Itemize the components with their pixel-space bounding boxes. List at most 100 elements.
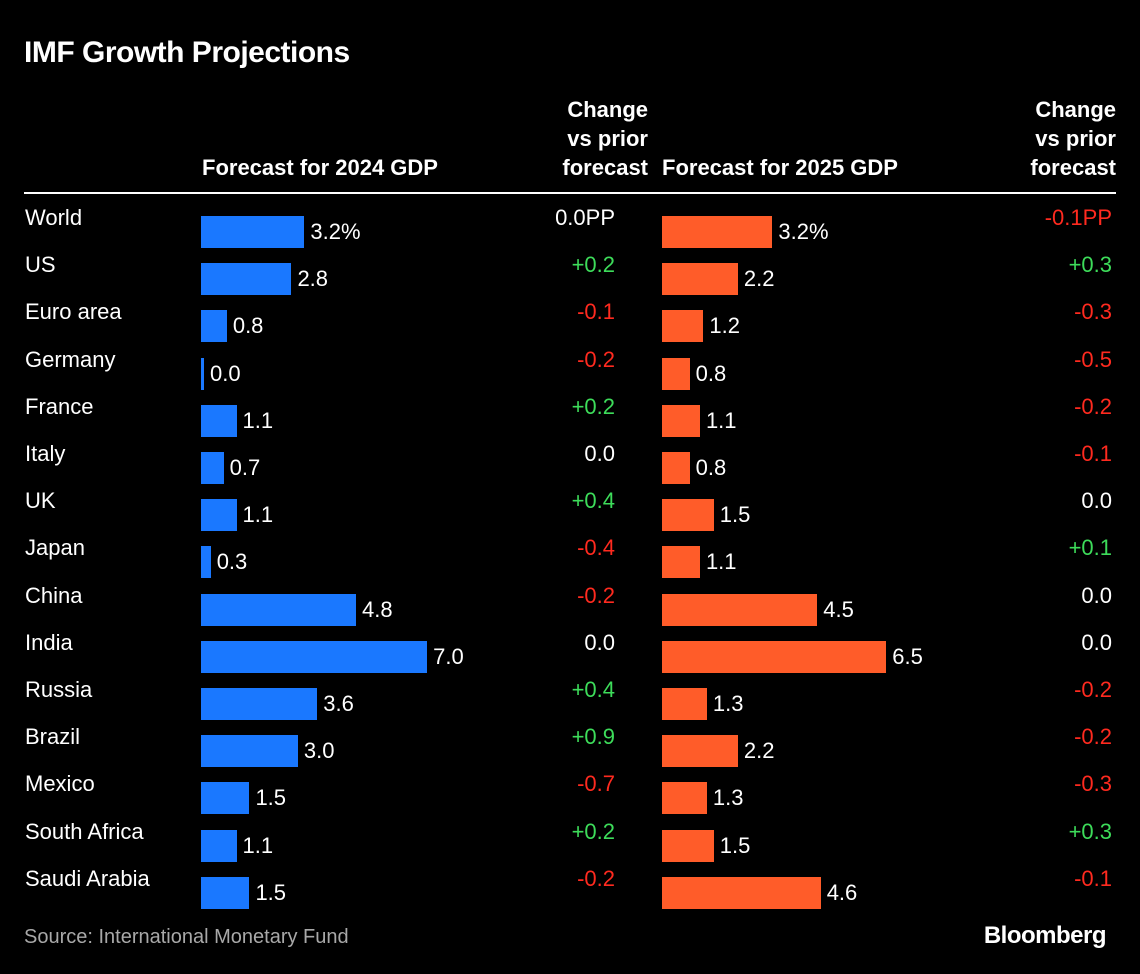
country-label: India [25,629,73,655]
change-2024: +0.2 [571,818,615,844]
header-2025-change: Change vs prior forecast [976,95,1116,182]
value-label-2025: 4.6 [826,879,858,905]
header-2024-change-line1: Change [567,97,648,122]
bar-2024 [201,876,250,909]
change-2025: +0.3 [1068,252,1112,278]
table-row: Saudi Arabia 1.5 -0.2 4.6 -0.1 [0,865,1140,914]
country-label: Russia [25,677,93,702]
bar-2025 [662,546,700,579]
bar-2025 [662,216,773,248]
change-2025: +0.3 [1068,818,1112,844]
header-2024-gdp: Forecast for 2024 GDP [202,155,438,180]
country-label: Euro area [25,299,122,325]
bar-2024 [201,357,204,390]
change-2025: -0.2 [1074,393,1112,419]
change-2024: +0.4 [571,488,615,514]
change-2024: -0.4 [577,535,615,561]
value-label-2025: 1.2 [709,313,740,339]
country-label: France [25,393,94,419]
table-row: South Africa 1.1 +0.2 1.5 +0.3 [0,818,1140,867]
change-2025: +0.1 [1068,535,1112,561]
value-label-2024: 3.6 [323,691,354,716]
change-2025: -0.3 [1074,771,1112,797]
header-2024-change-line2: vs prior [567,126,648,151]
change-2025: -0.5 [1074,346,1112,372]
table-row: World 3.2% 0.0PP 3.2% -0.1PP [0,206,1140,253]
change-2024: +0.2 [571,393,615,419]
header-2024-change: Change vs prior forecast [508,95,648,182]
header-2025-gdp: Forecast for 2025 GDP [662,155,898,180]
change-2024: +0.9 [571,724,615,750]
bar-2024 [201,688,318,720]
change-2024: +0.2 [571,252,615,278]
change-2025: -0.2 [1074,724,1112,750]
bar-2024 [201,216,305,248]
value-label-2024: 1.5 [255,785,287,811]
value-label-2025: 1.5 [719,502,751,528]
bar-2025 [662,263,738,296]
value-label-2024: 7.0 [433,643,464,669]
bar-2024 [201,404,237,437]
table-row: India 7.0 0.0 6.5 0.0 [0,629,1140,678]
source-note: Source: International Monetary Fund [24,926,349,948]
change-2024: 0.0 [584,629,615,655]
country-label: Brazil [25,724,81,750]
country-label: Saudi Arabia [25,865,150,891]
header-divider [24,192,1116,194]
country-label: South Africa [25,818,144,844]
bar-2025 [662,404,700,437]
table-row: UK 1.1 +0.4 1.5 0.0 [0,489,1140,536]
header-2024-change-line3: forecast [562,155,648,180]
country-label: Germany [25,346,116,372]
bar-2024 [201,310,227,343]
bar-2024 [201,499,237,532]
bar-2025 [662,593,818,626]
value-label-2025: 4.5 [823,596,854,622]
value-label-2025: 2.2 [743,266,775,292]
change-2024: -0.7 [577,771,615,797]
country-label: Mexico [25,771,95,797]
bar-2025 [662,876,821,909]
bar-2024 [201,593,357,626]
value-label-2025: 6.5 [892,643,923,669]
table-row: US 2.8 +0.2 2.2 +0.3 [0,253,1140,300]
change-2024: 0.0PP [555,205,615,230]
value-label-2025: 1.3 [712,785,744,811]
header-2025-change-line2: vs prior [1035,126,1116,151]
value-label-2025: 1.1 [705,549,737,575]
change-2025: 0.0 [1081,488,1112,514]
bar-2025 [662,829,714,862]
change-2024: +0.4 [571,677,615,702]
bar-2025 [662,452,690,484]
country-label: US [25,252,56,278]
country-label: UK [25,488,56,514]
country-label: Italy [25,441,66,466]
table-row: Mexico 1.5 -0.7 1.3 -0.3 [0,772,1140,819]
bar-2024 [201,452,224,484]
change-2025: -0.1PP [1044,205,1112,230]
value-label-2024: 3.0 [303,738,335,764]
table-row: Brazil 3.0 +0.9 2.2 -0.2 [0,725,1140,772]
bar-2025 [662,640,887,673]
value-label-2024: 1.1 [242,407,274,433]
table-row: Euro area 0.8 -0.1 1.2 -0.3 [0,300,1140,347]
change-2024: -0.2 [577,346,615,372]
value-label-2025: 1.5 [719,832,751,858]
bar-2025 [662,782,707,815]
bar-2025 [662,357,690,390]
bloomberg-logo: Bloomberg [983,922,1107,949]
value-label-2024: 0.7 [229,455,261,480]
change-2024: 0.0 [584,441,615,466]
change-2025: 0.0 [1081,582,1112,608]
bar-2025 [662,499,714,532]
change-2024: -0.2 [577,582,615,608]
change-2025: -0.1 [1074,441,1112,466]
value-label-2025: 2.2 [743,738,775,764]
bar-2025 [662,735,738,768]
bar-2024 [201,640,428,673]
table-row: Italy 0.7 0.0 0.8 -0.1 [0,442,1140,489]
bar-2024 [201,782,250,815]
value-label-2025: 0.8 [695,360,727,386]
country-label: Japan [25,535,85,561]
